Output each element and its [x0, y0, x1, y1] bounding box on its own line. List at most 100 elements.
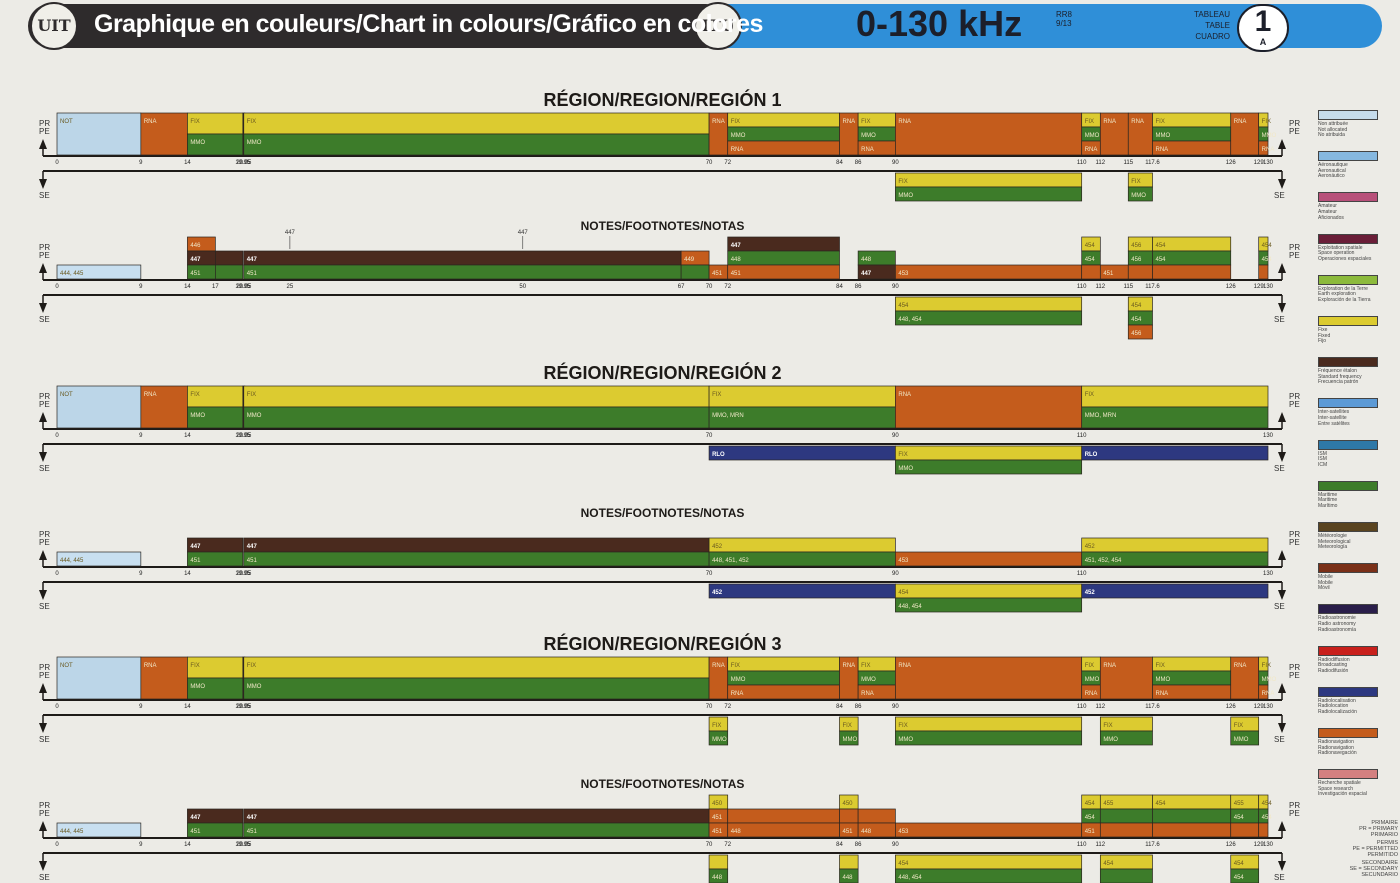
tick-label: 110	[1077, 284, 1087, 290]
note-block	[1099, 808, 1153, 824]
secondary-block	[895, 854, 1083, 870]
tick-label: 20.05	[236, 433, 252, 439]
title-banner	[28, 4, 728, 48]
legend-abbreviation: PRIMAIRE PR = PRIMARY PRIMARIO	[1359, 820, 1398, 838]
tick-label: 14	[184, 571, 191, 577]
note-block-label: 454	[1085, 815, 1096, 821]
allocation-block-row	[56, 385, 142, 429]
pr-pe-label: PR	[1289, 801, 1300, 810]
note-block-label: 447	[190, 544, 201, 550]
legend-swatch	[1318, 151, 1378, 162]
pr-pe-label: PE	[39, 251, 50, 260]
secondary-block	[1127, 324, 1153, 340]
tick-label: 112	[1096, 284, 1106, 290]
note-block	[56, 822, 142, 838]
tick-label: 0	[55, 842, 59, 848]
pr-pe-label: PE	[39, 538, 50, 547]
tick-label: 9	[139, 704, 143, 710]
allocation-block-label: RNA	[144, 392, 157, 398]
secondary-block	[895, 716, 1083, 732]
legend-abbreviation: PERMIS PE = PERMITTED PERMITIDO	[1352, 840, 1398, 858]
allocation-block-row	[1081, 406, 1269, 429]
tick-label: 25	[287, 284, 294, 290]
note-block-label: 451	[1085, 829, 1096, 835]
se-label: SE	[1274, 464, 1285, 473]
pr-pe-label: PE	[1289, 127, 1300, 136]
tick-label: 70	[706, 160, 713, 166]
allocation-block-label: FIX	[1155, 663, 1164, 669]
tick-label: 90	[892, 284, 899, 290]
note-block	[1081, 537, 1269, 553]
tick-label: 70	[706, 284, 713, 290]
legend-text: Exploration de la Terre Earth exploratio…	[1318, 285, 1371, 303]
down-arrow-icon	[39, 723, 47, 733]
tick-label: 20.05	[236, 571, 252, 577]
secondary-block-label: 448, 454	[898, 317, 922, 323]
tick-label: 130	[1263, 284, 1274, 290]
tick-label: 0	[55, 160, 59, 166]
legend-text: ISM ISM ICM	[1318, 450, 1328, 468]
pr-pe-label: PE	[1289, 809, 1300, 818]
note-block	[243, 537, 710, 553]
tick-label: 70	[706, 571, 713, 577]
tick-label: 129	[1254, 160, 1265, 166]
note-block-label: 454	[1155, 801, 1166, 807]
note-block-label: 444, 445	[60, 829, 84, 835]
allocation-block-row	[727, 140, 840, 156]
tick-label: 112	[1096, 160, 1106, 166]
allocation-block-label: MMO	[1262, 677, 1277, 683]
note-block	[243, 822, 710, 838]
allocation-block-label: MMO	[1155, 133, 1170, 139]
se-label: SE	[39, 315, 50, 324]
legend-item: Exploitation spatiale Space operation Op…	[1318, 233, 1398, 263]
secondary-block-label: 454	[898, 303, 909, 309]
footnote-marker-label: 447	[518, 230, 529, 236]
note-block	[56, 551, 142, 567]
tick-label: 19.95	[235, 433, 251, 439]
legend-swatch	[1318, 274, 1378, 285]
allocation-block-label: FIX	[190, 392, 199, 398]
pr-pe-label: PR	[1289, 663, 1300, 672]
note-block-label: 454	[1085, 801, 1096, 807]
legend-item: Fréquence étalon Standard frequency Frec…	[1318, 357, 1398, 386]
note-block	[680, 264, 710, 280]
se-label: SE	[39, 191, 50, 200]
allocation-block-label: RNA	[1234, 119, 1247, 125]
tick-label: 14	[184, 284, 191, 290]
tick-label: 20.05	[236, 842, 252, 848]
legend-item: Radionavigation Radionavigation Radionav…	[1318, 728, 1398, 757]
allocation-block-label: RNA	[861, 691, 874, 697]
down-arrow-icon	[39, 452, 47, 462]
note-block	[727, 822, 840, 838]
note-block	[727, 250, 840, 266]
se-label: SE	[39, 873, 50, 882]
secondary-block-label: 456	[1131, 331, 1142, 337]
tick-label: 20.05	[236, 160, 252, 166]
pr-pe-label: PE	[1289, 400, 1300, 409]
up-arrow-icon	[1278, 139, 1286, 149]
secondary-block	[895, 868, 1083, 883]
allocation-block-label: FIX	[247, 392, 256, 398]
allocation-block-label: NOT	[60, 119, 73, 125]
note-block-label: 454	[1262, 801, 1273, 807]
up-arrow-icon	[1278, 821, 1286, 831]
legend-swatch	[1318, 439, 1378, 450]
secondary-block-label: 454	[898, 861, 909, 867]
rr-reference: RR8 9/13	[1056, 10, 1073, 28]
note-block	[243, 551, 710, 567]
secondary-block-label: 454	[898, 590, 909, 596]
pr-pe-label: PE	[39, 400, 50, 409]
note-block	[1127, 264, 1153, 280]
pr-pe-label: PR	[39, 801, 50, 810]
table-letter: A	[1259, 37, 1267, 47]
down-arrow-icon	[1278, 452, 1286, 462]
note-block	[727, 236, 840, 252]
legend-item: Radioastronomie Radio astronomy Radioast…	[1318, 604, 1398, 633]
tick-label: 90	[892, 842, 899, 848]
allocation-block-label: RNA	[861, 147, 874, 153]
tick-label: 86	[855, 704, 862, 710]
allocation-block-row	[1258, 684, 1269, 700]
allocation-block-row	[727, 656, 840, 672]
note-block-label: 447	[861, 271, 872, 277]
secondary-block-label: 454	[1234, 875, 1245, 881]
